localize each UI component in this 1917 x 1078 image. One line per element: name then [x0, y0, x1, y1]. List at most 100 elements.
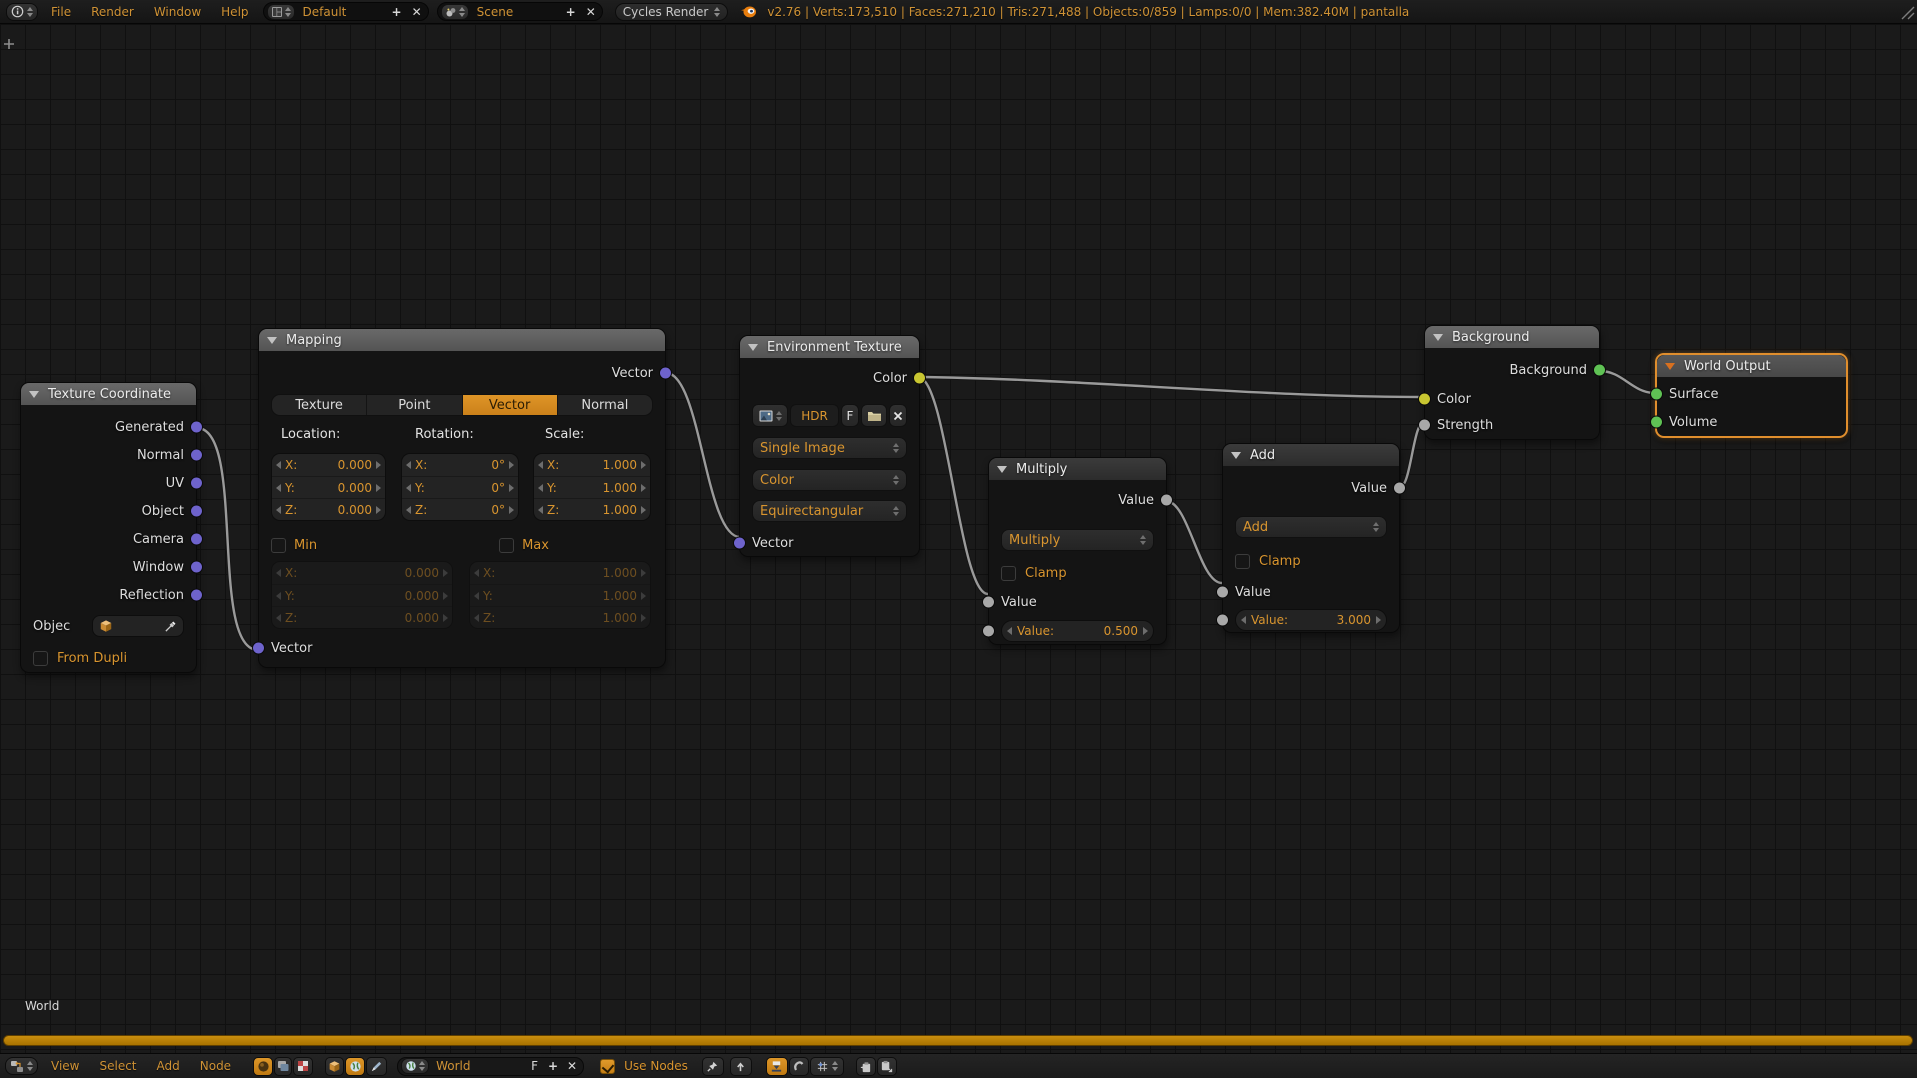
- compositing-nodes-button[interactable]: [274, 1056, 293, 1076]
- socket-background-output[interactable]: [1593, 363, 1606, 377]
- collapse-triangle-icon[interactable]: [1231, 451, 1241, 459]
- scale-z-field[interactable]: Z: 1.000: [534, 498, 650, 520]
- menu-add[interactable]: Add: [156, 1059, 180, 1073]
- max-checkbox[interactable]: [499, 537, 515, 553]
- node-header[interactable]: Mapping: [259, 329, 665, 351]
- menu-node[interactable]: Node: [199, 1059, 232, 1073]
- tab-normal[interactable]: Normal: [556, 395, 652, 415]
- socket-window-output[interactable]: [190, 560, 203, 574]
- node-header[interactable]: Add: [1223, 444, 1399, 466]
- socket-vector-input[interactable]: [733, 536, 746, 550]
- pin-button[interactable]: [701, 1056, 724, 1076]
- image-name-field[interactable]: HDR: [790, 404, 839, 427]
- snap-toggle-button[interactable]: [765, 1056, 788, 1076]
- object-picker-field[interactable]: [92, 615, 184, 637]
- max-y-field[interactable]: Y: 1.000: [470, 584, 650, 606]
- math-operation-dropdown[interactable]: Multiply: [1001, 529, 1154, 551]
- go-to-parent-button[interactable]: [729, 1056, 752, 1076]
- node-texture-coordinate[interactable]: Texture Coordinate Generated Normal UV O…: [20, 382, 203, 673]
- location-x-field[interactable]: X: 0.000: [272, 454, 385, 476]
- clamp-checkbox[interactable]: [1001, 565, 1016, 581]
- node-world-output[interactable]: World Output Surface Volume: [1650, 353, 1848, 438]
- screen-layout-name[interactable]: Default: [302, 4, 347, 19]
- node-header[interactable]: Environment Texture: [740, 336, 919, 358]
- socket-generated-output[interactable]: [190, 420, 203, 434]
- tab-point[interactable]: Point: [366, 395, 461, 415]
- socket-camera-output[interactable]: [190, 532, 203, 546]
- min-y-field[interactable]: Y: 0.000: [272, 584, 452, 606]
- socket-volume-input[interactable]: [1650, 415, 1663, 429]
- eyedropper-icon[interactable]: [164, 620, 177, 633]
- node-header[interactable]: World Output: [1657, 355, 1846, 377]
- from-dupli-checkbox[interactable]: [33, 650, 48, 666]
- min-checkbox[interactable]: [271, 537, 286, 553]
- socket-value-output[interactable]: [1393, 481, 1406, 495]
- node-header[interactable]: Multiply: [989, 458, 1166, 480]
- menu-file[interactable]: File: [51, 4, 72, 19]
- location-y-field[interactable]: Y: 0.000: [272, 476, 385, 498]
- unlink-world-button[interactable]: ✕: [567, 1059, 578, 1073]
- world-name[interactable]: World: [436, 1059, 471, 1073]
- close-scene-button[interactable]: ✕: [585, 4, 596, 19]
- clamp-checkbox[interactable]: [1235, 553, 1250, 569]
- region-split-plus-icon[interactable]: [3, 38, 15, 50]
- socket-reflection-output[interactable]: [190, 588, 203, 602]
- node-editor-canvas[interactable]: Texture Coordinate Generated Normal UV O…: [0, 24, 1917, 1053]
- screen-layout-browse-button[interactable]: [266, 3, 295, 20]
- node-header[interactable]: Background: [1425, 326, 1599, 348]
- socket-value2-input[interactable]: [982, 624, 995, 637]
- image-source-dropdown[interactable]: Single Image: [752, 437, 907, 459]
- world-context-button[interactable]: [345, 1056, 366, 1076]
- node-mapping[interactable]: Mapping Vector Texture Point Vector Norm…: [252, 328, 672, 668]
- add-world-button[interactable]: +: [547, 1059, 559, 1073]
- scale-x-field[interactable]: X: 1.000: [534, 454, 650, 476]
- open-image-button[interactable]: [861, 404, 887, 427]
- socket-value1-input[interactable]: [1216, 585, 1229, 599]
- socket-color-input[interactable]: [1418, 392, 1431, 406]
- color-space-dropdown[interactable]: Color: [752, 469, 907, 491]
- add-layout-button[interactable]: +: [391, 4, 402, 19]
- value-slider-field[interactable]: Value: 3.000: [1235, 609, 1387, 631]
- socket-strength-input[interactable]: [1418, 418, 1431, 432]
- linestyle-context-button[interactable]: [366, 1056, 388, 1076]
- collapse-triangle-icon[interactable]: [997, 465, 1007, 473]
- node-math-add[interactable]: Add Value Add Clamp Value Value:: [1216, 443, 1406, 633]
- tab-vector[interactable]: Vector: [461, 395, 557, 415]
- node-background[interactable]: Background Background Color Strength: [1418, 325, 1606, 440]
- max-z-field[interactable]: Z: 1.000: [470, 606, 650, 628]
- world-browse-button[interactable]: [401, 1058, 430, 1074]
- socket-color-output[interactable]: [913, 371, 926, 385]
- socket-vector-input[interactable]: [252, 641, 265, 655]
- socket-normal-output[interactable]: [190, 448, 203, 462]
- location-z-field[interactable]: Z: 0.000: [272, 498, 385, 520]
- node-math-multiply[interactable]: Multiply Value Multiply Clamp Value: [982, 457, 1173, 645]
- socket-value1-input[interactable]: [982, 595, 995, 609]
- fake-user-button[interactable]: F: [841, 404, 859, 427]
- editor-type-button[interactable]: [5, 1057, 38, 1075]
- render-engine-dropdown[interactable]: Cycles Render: [614, 2, 729, 21]
- socket-value2-input[interactable]: [1216, 613, 1229, 627]
- min-z-field[interactable]: Z: 0.000: [272, 606, 452, 628]
- collapse-triangle-icon[interactable]: [1665, 362, 1675, 370]
- min-x-field[interactable]: X: 0.000: [272, 562, 452, 584]
- value-slider-field[interactable]: Value: 0.500: [1001, 619, 1154, 642]
- editor-type-button[interactable]: [6, 2, 38, 21]
- scene-name[interactable]: Scene: [476, 4, 514, 19]
- corner-grip-icon[interactable]: [1899, 4, 1915, 20]
- snap-falloff-button[interactable]: [788, 1056, 809, 1076]
- object-context-button[interactable]: [325, 1056, 345, 1076]
- socket-object-output[interactable]: [190, 504, 203, 518]
- image-browse-button[interactable]: [752, 404, 788, 427]
- fake-user-button[interactable]: F: [531, 1059, 538, 1073]
- use-nodes-checkbox[interactable]: [600, 1058, 616, 1074]
- rotation-x-field[interactable]: X: 0°: [402, 454, 518, 476]
- menu-render[interactable]: Render: [91, 4, 134, 19]
- rotation-y-field[interactable]: Y: 0°: [402, 476, 518, 498]
- menu-view[interactable]: View: [51, 1059, 80, 1073]
- collapse-triangle-icon[interactable]: [267, 336, 277, 344]
- scale-y-field[interactable]: Y: 1.000: [534, 476, 650, 498]
- collapse-triangle-icon[interactable]: [29, 390, 39, 398]
- rotation-z-field[interactable]: Z: 0°: [402, 498, 518, 520]
- socket-value-output[interactable]: [1160, 493, 1173, 507]
- texture-nodes-button[interactable]: [293, 1056, 314, 1076]
